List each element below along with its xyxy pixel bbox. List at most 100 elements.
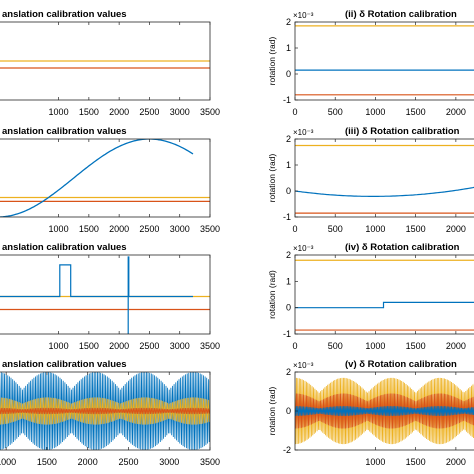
x-tick-label: 2500 — [118, 457, 138, 467]
y-tick-label: 0 — [286, 303, 291, 313]
axis-exponent: ×10⁻³ — [293, 244, 314, 253]
y-axis-label: rotation (rad) — [267, 154, 277, 203]
x-tick-label: 1000 — [365, 107, 385, 117]
x-tick-label: 1500 — [79, 341, 99, 351]
x-tick-label: 1500 — [79, 107, 99, 117]
axis-exponent: ×10⁻³ — [293, 361, 314, 370]
axes-box — [0, 21, 211, 101]
x-tick-label: 1500 — [79, 224, 99, 234]
x-tick-label: 1000 — [49, 107, 69, 117]
y-tick-label: 0 — [286, 406, 291, 416]
y-tick-label: 2 — [286, 250, 291, 260]
x-tick-label: 2000 — [78, 457, 98, 467]
y-tick-label: 1 — [286, 276, 291, 286]
x-tick-label: 1000 — [0, 457, 16, 467]
x-tick-label: 0 — [292, 224, 297, 234]
axes-box — [294, 21, 474, 101]
panel-left-3: 1000 1500 2000 2500 3000 3500 anslation calibr… — [0, 242, 220, 351]
x-tick-label: 2000 — [109, 341, 129, 351]
x-tick-label: 3500 — [200, 107, 220, 117]
y-tick-label: 2 — [286, 17, 291, 27]
plot-area — [295, 144, 474, 214]
x-tick-label: 1500 — [406, 107, 426, 117]
plot-area — [0, 60, 210, 69]
y-tick-label: -1 — [283, 212, 291, 222]
panel-title: (iii) δ Rotation calibration — [345, 126, 460, 137]
series-line-right-4-1 — [295, 393, 474, 429]
x-tick-label: 3000 — [159, 457, 179, 467]
x-tick-label: 2500 — [139, 341, 159, 351]
x-tick-label: 1000 — [49, 224, 69, 234]
axes-box — [294, 138, 474, 218]
series-line-left-3-2 — [0, 256, 193, 334]
axes-box — [0, 254, 211, 335]
y-tick-label: -1 — [283, 329, 291, 339]
panel-title: anslation calibration values — [2, 9, 127, 20]
x-tick-label: 1000 — [365, 457, 385, 467]
y-tick-label: -1 — [283, 95, 291, 105]
x-tick-label: 2000 — [446, 224, 466, 234]
x-tick-label: 2000 — [446, 107, 466, 117]
y-axis-label: rotation (rad) — [267, 387, 277, 436]
series-line-left-4-2 — [0, 407, 210, 415]
x-tick-label: 2000 — [109, 224, 129, 234]
x-tick-label: 1000 — [49, 341, 69, 351]
x-tick-label: 3500 — [200, 224, 220, 234]
panel-title: (v) δ Rotation calibration — [345, 359, 457, 370]
series-line-right-3-1 — [295, 301, 474, 309]
axis-exponent: ×10⁻³ — [293, 11, 314, 20]
y-axis-label: rotation (rad) — [267, 37, 277, 86]
panel-title: anslation calibration values — [2, 359, 127, 370]
plot-area — [295, 377, 474, 445]
axis-exponent: ×10⁻³ — [293, 128, 314, 137]
axes-box — [0, 138, 211, 218]
panel-title: (ii) δ Rotation calibration — [345, 9, 457, 20]
x-tick-label: 500 — [328, 107, 343, 117]
x-tick-label: 3500 — [200, 457, 220, 467]
y-tick-label: -2 — [283, 445, 291, 455]
panel-left-4: 1000 1500 2000 2500 3000 3500 anslation calibr… — [0, 359, 220, 467]
x-tick-label: 2500 — [139, 224, 159, 234]
x-tick-label: 2000 — [109, 107, 129, 117]
plot-area — [0, 372, 210, 450]
x-tick-label: 1500 — [37, 457, 57, 467]
x-tick-label: 2500 — [139, 107, 159, 117]
x-tick-label: 500 — [328, 224, 343, 234]
axes-box — [294, 254, 474, 335]
plot-area — [295, 25, 474, 96]
x-tick-label: 1500 — [406, 341, 426, 351]
panel-left-1: 1000 1500 2000 2500 3000 3500 anslation calibr… — [0, 9, 220, 117]
axes-box — [0, 371, 211, 451]
x-tick-label: 2000 — [446, 457, 466, 467]
x-tick-label: 3000 — [170, 341, 190, 351]
series-line-right-2-1 — [295, 186, 474, 197]
y-tick-label: 1 — [286, 160, 291, 170]
series-line-right-4-2 — [295, 406, 474, 416]
panel-left-2: 1000 1500 2000 2500 3000 3500 anslation calibr… — [0, 126, 220, 234]
x-tick-label: 0 — [292, 341, 297, 351]
series-line-left-2-2 — [0, 139, 194, 217]
y-tick-label: 2 — [286, 134, 291, 144]
panel-title: anslation calibration values — [2, 126, 127, 137]
y-tick-label: 1 — [286, 43, 291, 53]
panel-title: anslation calibration values — [2, 242, 127, 253]
plot-area — [0, 139, 210, 217]
panel-title: (iv) δ Rotation calibration — [345, 242, 460, 253]
series-line-left-4-1 — [0, 397, 210, 425]
x-tick-label: 3500 — [200, 341, 220, 351]
panel-right-4: 1000 1500 2000 -2 0 2×10⁻³ rotation (rad) (v) δ… — [267, 359, 474, 467]
x-tick-label: 0 — [292, 107, 297, 117]
y-tick-label: 0 — [286, 69, 291, 79]
x-tick-label: 2000 — [446, 341, 466, 351]
y-tick-label: 0 — [286, 186, 291, 196]
x-tick-label: 1000 — [365, 224, 385, 234]
x-tick-label: 500 — [328, 341, 343, 351]
y-axis-label: rotation (rad) — [267, 270, 277, 319]
x-tick-label: 3000 — [170, 107, 190, 117]
y-tick-label: 2 — [286, 367, 291, 377]
x-tick-label: 3000 — [170, 224, 190, 234]
